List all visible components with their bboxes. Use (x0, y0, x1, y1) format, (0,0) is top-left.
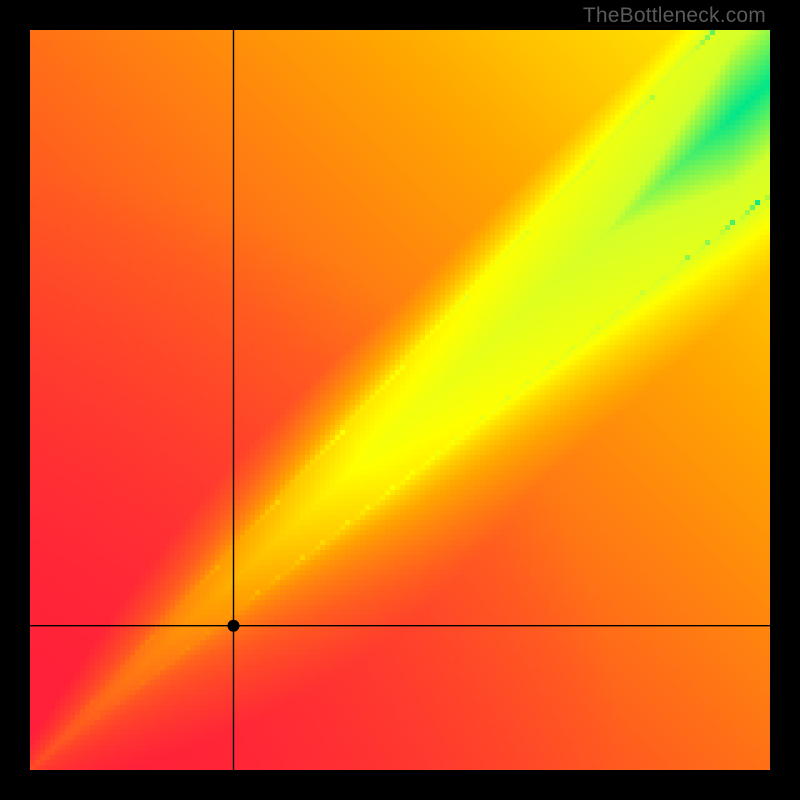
plot-area (30, 30, 770, 770)
attribution-text: TheBottleneck.com (583, 4, 766, 28)
bottleneck-heatmap (30, 30, 770, 770)
